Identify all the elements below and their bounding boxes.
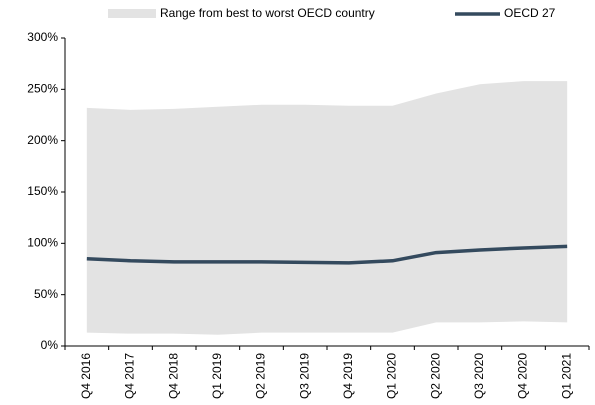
x-tick-label: Q1 2019: [210, 353, 224, 399]
x-tick-label: Q3 2019: [297, 353, 311, 399]
x-tick-label: Q4 2020: [516, 353, 530, 399]
legend-label: OECD 27: [504, 6, 556, 20]
y-tick-label: 50%: [34, 287, 58, 301]
y-tick-label: 100%: [27, 236, 58, 250]
x-tick-label: Q4 2018: [166, 353, 180, 399]
line: [86, 244, 568, 265]
legend-swatch: [108, 9, 156, 18]
x-tick-label: Q4 2019: [341, 353, 355, 399]
x-tick-label: Q2 2020: [428, 353, 442, 399]
x-tick-label: Q4 2017: [123, 353, 137, 399]
x-tick-label: Q1 2021: [559, 353, 573, 399]
y-tick-label: 250%: [27, 82, 58, 96]
x-tick-label: Q3 2020: [472, 353, 486, 399]
range-area: [86, 81, 568, 335]
x-tick-label: Q2 2019: [254, 353, 268, 399]
y-tick-label: 200%: [27, 133, 58, 147]
y-tick-label: 150%: [27, 184, 58, 198]
y-tick-label: 300%: [27, 30, 58, 44]
y-tick-label: 0%: [41, 338, 59, 352]
x-tick-label: Q1 2020: [385, 353, 399, 399]
legend-label: Range from best to worst OECD country: [160, 6, 375, 20]
x-tick-label: Q4 2016: [79, 353, 93, 399]
